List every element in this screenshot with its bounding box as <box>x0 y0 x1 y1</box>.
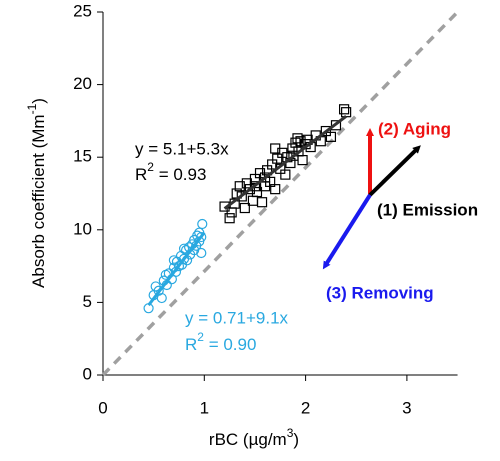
y-tick-label: 25 <box>73 1 92 20</box>
circle-marker <box>153 285 164 296</box>
fit-line <box>223 115 348 210</box>
y-label-part: ) <box>29 98 48 104</box>
square-marker <box>330 120 342 131</box>
annotation: (2) Aging <box>378 119 451 138</box>
y-label-sup: -1 <box>25 103 39 114</box>
square-marker <box>234 181 245 192</box>
reference-line <box>101 10 459 377</box>
square-marker <box>236 191 247 202</box>
square-marker <box>256 197 268 208</box>
annotation: y = 5.1+5.3x <box>135 139 229 158</box>
square-marker <box>270 184 281 195</box>
annotation-part: = 0.93 <box>154 165 206 184</box>
x-tick-label: 3 <box>402 398 411 417</box>
circle-marker <box>168 255 180 266</box>
square-marker <box>251 186 263 198</box>
square-marker <box>341 107 352 118</box>
y-tick-label: 20 <box>73 74 92 93</box>
annotation: (3) Removing <box>326 283 434 302</box>
x-tick-label: 0 <box>98 398 107 417</box>
y-axis-label: Absorb coefficient (Mm-1) <box>25 98 48 288</box>
x-tick-label: 2 <box>301 398 310 417</box>
annotation: (1) Emission <box>377 200 478 219</box>
x-label-part: rBC (µg/m <box>209 430 287 449</box>
square-marker <box>270 143 281 154</box>
square-marker <box>249 181 261 192</box>
circle-marker <box>178 243 190 254</box>
x-axis-label: rBC (µg/m3) <box>209 426 299 449</box>
y-tick-label: 10 <box>73 219 92 238</box>
annotation-sup: 2 <box>197 330 204 344</box>
square-marker <box>259 172 271 183</box>
annotation: R2 = 0.90 <box>185 330 256 354</box>
circle-marker <box>196 247 207 259</box>
square-marker <box>280 169 291 180</box>
x-label-sup: 3 <box>287 426 294 440</box>
removing-arrow <box>322 193 372 270</box>
x-label-part: ) <box>293 430 299 449</box>
annotation-part: = 0.90 <box>204 335 256 354</box>
y-tick-label: 0 <box>83 364 92 383</box>
y-tick-label: 5 <box>83 292 92 311</box>
square-marker <box>297 155 308 166</box>
annotation: y = 0.71+9.1x <box>185 308 289 327</box>
circle-marker <box>196 231 207 243</box>
square-marker <box>287 143 298 154</box>
square-marker <box>239 202 250 214</box>
y-tick-label: 15 <box>73 147 92 166</box>
circle-marker <box>156 292 167 304</box>
y-label-part: Absorb coefficient (Mm <box>29 114 48 288</box>
annotation-part: R <box>185 335 197 354</box>
circle-marker <box>197 218 208 230</box>
square-marker <box>325 131 337 142</box>
emission-arrow <box>368 145 421 197</box>
annotation: R2 = 0.93 <box>135 160 206 184</box>
annotation-sup: 2 <box>147 160 154 174</box>
square-marker <box>338 104 350 115</box>
fit-line <box>147 231 206 307</box>
square-marker <box>224 213 235 224</box>
x-tick-label: 1 <box>200 398 209 417</box>
square-marker <box>292 133 303 144</box>
annotation-part: R <box>135 165 147 184</box>
